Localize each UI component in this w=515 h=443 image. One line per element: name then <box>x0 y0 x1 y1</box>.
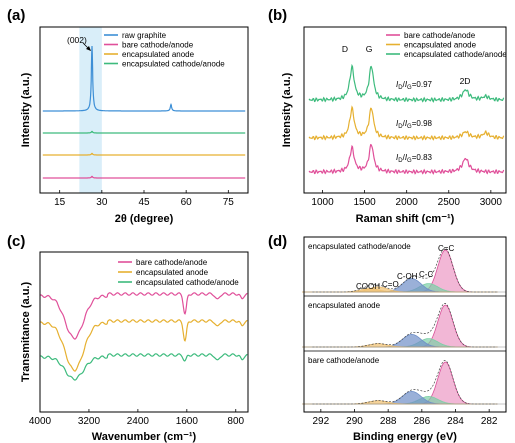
panel-c-frame <box>39 251 249 413</box>
panel-b-x-ticks: 1000 1500 2000 2500 3000 <box>311 190 502 208</box>
panel-a-y-axis-label: Intensity (a.u.) <box>20 72 32 147</box>
panel-b: (b) 1000 1500 2000 2500 3000 Raman shift (cm… <box>268 7 507 225</box>
ftir-series-line <box>40 319 248 372</box>
panel-a-arrow-head <box>86 46 91 51</box>
tick-label: 1000 <box>311 197 334 208</box>
legend-entry: bare cathode/anode <box>122 41 194 50</box>
panel-b-curves <box>308 63 505 175</box>
raman-ratio-label: ID/IG=0.98 <box>396 119 433 130</box>
xps-envelope-line <box>312 360 497 405</box>
panel-b-label: (b) <box>268 7 287 24</box>
tick-label: 288 <box>380 416 397 427</box>
panel-c-curves <box>40 292 248 381</box>
legend-entry: bare cathode/anode <box>136 258 208 267</box>
tick-label: 286 <box>413 416 430 427</box>
xrd-series-line <box>42 130 246 134</box>
xps-envelope-line <box>312 302 497 348</box>
tick-label: 284 <box>447 416 464 427</box>
tick-label: 2000 <box>396 197 419 208</box>
legend-entry: encapsulated anode <box>404 41 477 50</box>
panel-d-x-axis-label: Binding energy (eV) <box>353 431 457 443</box>
panel-c-label: (c) <box>7 233 25 250</box>
panel-a-x-ticks: 15 30 45 60 75 <box>54 190 234 208</box>
tick-label: 2400 <box>127 416 150 427</box>
panel-b-y-axis-label: Intensity (a.u.) <box>281 72 293 147</box>
ftir-series-line <box>40 353 248 381</box>
panel-d: (d) 292 290 288 286 284 282 Binding energy (e… <box>268 233 507 443</box>
panel-a-x-axis-label: 2θ (degree) <box>115 213 174 225</box>
tick-label: 292 <box>312 416 329 427</box>
panel-d-label-c-double-c: C=C <box>438 244 454 253</box>
tick-label: 60 <box>181 197 193 208</box>
panel-b-peak-label-d: D <box>342 44 348 54</box>
panel-d-frame <box>303 236 507 413</box>
tick-label: 3000 <box>480 197 503 208</box>
panel-a-curves <box>42 45 246 179</box>
panel-b-ratio-labels: ID/IG=0.83 ID/IG=0.98 ID/IG=0.97 <box>396 80 433 164</box>
panel-c-x-ticks: 4000 3200 2400 1600 800 <box>29 409 245 427</box>
tick-label: 282 <box>481 416 498 427</box>
panel-b-x-axis-label: Raman shift (cm⁻¹) <box>356 213 455 225</box>
panel-a-highlight-band <box>79 27 102 193</box>
panel-a: (a) 15 30 45 60 75 2θ (degree) Intensity (a.… <box>7 7 249 225</box>
legend-entry: encapsulated anode <box>122 50 195 59</box>
panel-d-subplot-title-2: encapsulated anode <box>308 301 381 310</box>
tick-label: 1500 <box>353 197 376 208</box>
tick-label: 75 <box>223 197 235 208</box>
raman-series-line <box>308 63 505 103</box>
panel-d-label-coh: C-OH <box>397 272 418 281</box>
tick-label: 45 <box>138 197 150 208</box>
panel-c-y-axis-label: Transmitance (a.u.) <box>20 282 32 383</box>
tick-label: 800 <box>227 416 244 427</box>
legend-entry: encapsulated cathode/anode <box>136 278 239 287</box>
raman-ratio-label: ID/IG=0.83 <box>396 153 433 164</box>
tick-label: 290 <box>346 416 363 427</box>
legend-entry: bare cathode/anode <box>404 31 476 40</box>
panel-d-x-ticks: 292 290 288 286 284 282 <box>312 409 498 427</box>
panel-d-label: (d) <box>268 233 287 250</box>
panel-d-label-cc: C-C <box>419 270 433 279</box>
panel-b-peak-label-2d: 2D <box>460 76 471 86</box>
legend-entry: encapsulated cathode/anode <box>122 60 225 69</box>
panel-d-subplot-title-1: encapsulated cathode/anode <box>308 242 411 251</box>
tick-label: 1600 <box>176 416 199 427</box>
panel-a-label: (a) <box>7 7 25 24</box>
ftir-series-line <box>40 292 248 340</box>
xrd-series-line <box>42 152 246 156</box>
panel-d-curves <box>302 247 506 405</box>
panel-c: (c) 4000 3200 2400 1600 800 Wavenumber (cm⁻¹… <box>7 233 249 443</box>
tick-label: 2500 <box>438 197 461 208</box>
tick-label: 15 <box>54 197 66 208</box>
raman-series-line <box>308 143 505 175</box>
legend-entry: encapsulated cathode/anode <box>404 50 507 59</box>
raman-series-line <box>308 105 505 141</box>
panel-c-x-axis-label: Wavenumber (cm⁻¹) <box>92 431 197 443</box>
panel-b-peak-label-g: G <box>366 44 373 54</box>
xrd-series-line <box>42 45 246 112</box>
legend-entry: encapsulated anode <box>136 268 209 277</box>
xrd-series-line <box>42 175 246 179</box>
panel-d-subplot-title-3: bare cathode/anode <box>308 356 380 365</box>
panel-a-peak-annotation: (002) <box>67 35 87 45</box>
panel-d-label-co: C=O <box>382 280 399 289</box>
panel-d-label-cooh: COOH <box>356 282 380 291</box>
tick-label: 30 <box>96 197 108 208</box>
legend-entry: raw graphite <box>122 31 167 40</box>
panel-b-frame <box>303 26 507 194</box>
tick-label: 4000 <box>29 416 52 427</box>
raman-ratio-label: ID/IG=0.97 <box>396 80 433 91</box>
xps-envelope-line <box>312 247 497 293</box>
tick-label: 3200 <box>78 416 101 427</box>
